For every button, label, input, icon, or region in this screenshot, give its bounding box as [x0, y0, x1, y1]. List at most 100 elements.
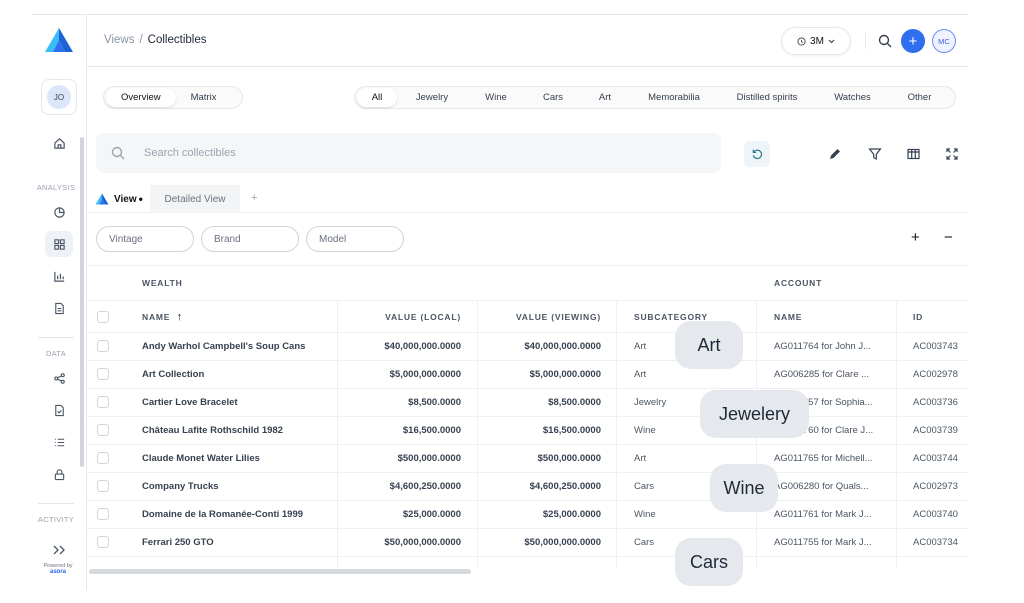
table-row[interactable]: Ferrari 250 GTO $50,000,000.0000 $50,000,0… — [87, 529, 968, 557]
category-wine[interactable]: Wine — [485, 92, 507, 103]
tooltip-art: Art — [675, 321, 743, 369]
cell-name[interactable]: Andy Warhol Campbell's Soup Cans — [142, 341, 306, 352]
table-row[interactable]: Andy Warhol Campbell's Soup Cans $40,000,… — [87, 333, 968, 361]
row-checkbox[interactable] — [97, 452, 109, 464]
filter-brand[interactable]: Brand — [201, 226, 299, 252]
add-tab-button[interactable]: + — [251, 192, 258, 204]
sidebar-scrollbar[interactable] — [80, 137, 84, 467]
period-value: 3M — [810, 35, 824, 47]
brand-name: asora — [49, 569, 66, 575]
filter-button[interactable] — [862, 141, 888, 167]
search-icon — [111, 146, 125, 160]
user-initials: JO — [47, 85, 71, 109]
cell-account-name: AG011761 for Mark J... — [774, 509, 872, 520]
table-row[interactable]: Château Lafite Rothschild 1982 $16,500.00… — [87, 417, 968, 445]
zoom-in-button[interactable]: + — [911, 229, 920, 246]
share-icon[interactable] — [45, 365, 73, 391]
category-all[interactable]: All — [357, 88, 397, 107]
category-art[interactable]: Art — [598, 92, 612, 103]
row-checkbox[interactable] — [97, 368, 109, 380]
cell-value-viewing: $16,500.0000 — [542, 425, 601, 436]
cell-subcategory: Jewelry — [634, 397, 667, 408]
filter-vintage[interactable]: Vintage — [96, 226, 194, 252]
search-icon[interactable] — [877, 33, 893, 49]
zoom-out-button[interactable]: − — [944, 229, 953, 246]
tab-detailed-view[interactable]: Detailed View — [150, 185, 240, 213]
search-input[interactable] — [144, 144, 644, 162]
expand-icon[interactable] — [45, 537, 73, 563]
file-check-icon[interactable] — [45, 397, 73, 423]
cell-name[interactable]: Claude Monet Water Lilies — [142, 453, 260, 464]
cell-name[interactable]: Château Lafite Rothschild 1982 — [142, 425, 283, 436]
column-subcategory[interactable]: SUBCATEGORY — [634, 311, 708, 322]
lock-icon[interactable] — [45, 461, 73, 487]
table-row[interactable]: Domaine de la Romanée-Conti 1999 $25,000.… — [87, 501, 968, 529]
row-checkbox[interactable] — [97, 508, 109, 520]
columns-button[interactable] — [900, 141, 926, 167]
add-button[interactable]: + — [901, 29, 925, 53]
select-all-checkbox[interactable] — [97, 311, 109, 323]
category-other[interactable]: Other — [907, 92, 932, 103]
document-icon[interactable] — [45, 295, 73, 321]
tooltip-wine: Wine — [710, 464, 778, 512]
edit-button[interactable] — [822, 141, 848, 167]
cell-name[interactable]: Cartier Love Bracelet — [142, 397, 238, 408]
table-row[interactable]: Claude Monet Water Lilies $500,000.0000 $5… — [87, 445, 968, 473]
column-account-id[interactable]: ID — [913, 311, 924, 322]
cell-account-name: AG011757 for Sophia... — [774, 397, 873, 408]
app-window: JO ANALYSIS DATA ACTIVIT — [32, 14, 968, 590]
row-checkbox[interactable] — [97, 424, 109, 436]
table-row[interactable]: Company Trucks $4,600,250.0000 $4,600,250.… — [87, 473, 968, 501]
cell-name[interactable]: Company Trucks — [142, 481, 219, 492]
dashboard-icon[interactable] — [45, 231, 73, 257]
fullscreen-button[interactable] — [939, 141, 965, 167]
cell-account-name: AG011765 for Michell... — [774, 453, 873, 464]
column-value-viewing[interactable]: VALUE (VIEWING) — [515, 311, 601, 322]
columns-icon — [906, 148, 920, 160]
toggle-matrix[interactable]: Matrix — [190, 92, 217, 103]
cell-value-viewing: $8,500.0000 — [548, 397, 601, 408]
cell-name[interactable]: Domaine de la Romanée-Conti 1999 — [142, 509, 304, 520]
category-filter: All Jewelry Wine Cars Art Memorabilia Di… — [354, 86, 956, 109]
header: Views / Collectibles 3M + MC — [87, 15, 968, 67]
profile-avatar[interactable]: MC — [932, 29, 956, 53]
category-memorabilia[interactable]: Memorabilia — [648, 92, 700, 103]
cell-subcategory: Art — [634, 369, 647, 380]
column-account-name[interactable]: NAME — [774, 311, 803, 322]
row-checkbox[interactable] — [97, 536, 109, 548]
column-value-local[interactable]: VALUE (LOCAL) — [385, 311, 461, 322]
bar-chart-icon[interactable] — [45, 263, 73, 289]
filter-model[interactable]: Model — [306, 226, 404, 252]
category-watches[interactable]: Watches — [834, 92, 871, 103]
pie-chart-icon[interactable] — [45, 199, 73, 225]
sort-arrow-icon: ↑ — [176, 310, 183, 323]
cell-value-viewing: $25,000.0000 — [542, 509, 601, 520]
cell-name[interactable]: Art Collection — [142, 369, 205, 380]
reset-button[interactable] — [744, 141, 770, 167]
table-row[interactable]: Art Collection $5,000,000.0000 $5,000,000.… — [87, 361, 968, 389]
cell-account-id: AC003739 — [913, 425, 958, 436]
category-cars[interactable]: Cars — [542, 92, 564, 103]
cell-account-id: AC002973 — [913, 481, 958, 492]
column-name[interactable]: NAME ↑ — [142, 301, 332, 332]
category-jewelry[interactable]: Jewelry — [415, 92, 449, 103]
list-icon[interactable] — [45, 429, 73, 455]
row-checkbox[interactable] — [97, 396, 109, 408]
plus-icon: + — [908, 32, 918, 50]
app-logo[interactable] — [44, 27, 74, 53]
row-checkbox[interactable] — [97, 340, 109, 352]
period-selector[interactable]: 3M — [781, 27, 851, 55]
row-checkbox[interactable] — [97, 480, 109, 492]
home-icon[interactable] — [45, 130, 73, 156]
category-distilled-spirits[interactable]: Distilled spirits — [736, 92, 798, 103]
table-horizontal-scrollbar[interactable] — [89, 569, 471, 574]
breadcrumb-root[interactable]: Views — [104, 34, 135, 46]
tab-view[interactable]: View • — [89, 185, 149, 213]
user-avatar[interactable]: JO — [41, 79, 77, 115]
cell-value-viewing: $5,000,000.0000 — [529, 369, 601, 380]
toggle-overview[interactable]: Overview — [106, 88, 176, 107]
table-row[interactable]: Cartier Love Bracelet $8,500.0000 $8,500.0… — [87, 389, 968, 417]
cell-account-name: AG011755 for Mark J... — [774, 537, 872, 548]
cell-name[interactable]: Ferrari 250 GTO — [142, 537, 214, 548]
cell-subcategory: Art — [634, 341, 647, 352]
